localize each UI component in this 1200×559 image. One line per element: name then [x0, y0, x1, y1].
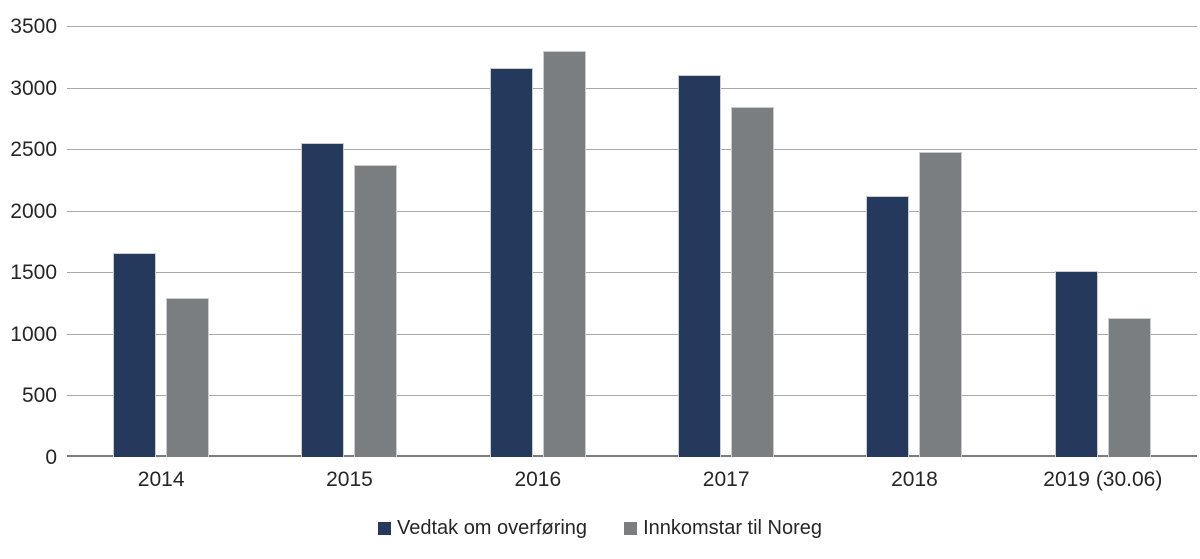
bar-group-2015: [255, 26, 443, 457]
legend-label: Vedtak om overføring: [396, 517, 588, 539]
x-tick-label: 2014: [137, 468, 185, 491]
plot-area: [67, 26, 1197, 457]
y-tick-label: 2000: [10, 199, 57, 223]
legend-item-vedtak-om-overf-ring: Vedtak om overføring: [377, 517, 588, 540]
x-tick-label: 2016: [514, 468, 562, 491]
bar-2017-vedtak-om-overf-ring: [678, 75, 722, 457]
legend: Vedtak om overføring Innkomstar til Noreg: [0, 517, 1200, 540]
gridline-3000: [67, 87, 1197, 89]
legend-swatch-icon: [624, 522, 638, 535]
gridline-2500: [67, 149, 1197, 151]
gridline-1000: [67, 333, 1197, 335]
y-tick-label: 2500: [10, 138, 57, 162]
gridline-1500: [67, 272, 1197, 274]
y-tick-label: 3500: [10, 15, 57, 38]
bar-2014-vedtak-om-overf-ring: [113, 253, 157, 457]
bar-2014-innkomstar-til-noreg: [166, 298, 210, 457]
bar-2018-innkomstar-til-noreg: [919, 152, 963, 457]
y-tick-label: 1500: [10, 261, 57, 285]
x-tick-label: 2015: [326, 468, 373, 491]
legend-label: Innkomstar til Noreg: [643, 517, 823, 539]
bar-group-2017: [632, 26, 820, 457]
bar-group-2014: [67, 26, 255, 457]
y-tick-label: 1000: [10, 322, 57, 346]
y-tick-label: 3000: [10, 76, 57, 100]
x-tick-label: 2017: [702, 468, 750, 491]
bar-group-2016: [444, 26, 632, 457]
gridline-3500: [67, 26, 1197, 27]
gridline-500: [67, 395, 1197, 397]
y-tick-label: 500: [21, 384, 57, 408]
legend-item-innkomstar-til-noreg: Innkomstar til Noreg: [624, 517, 822, 540]
legend-swatch-icon: [377, 522, 391, 535]
bar-2016-innkomstar-til-noreg: [542, 51, 586, 457]
bar-group-2019 (30.06): [1009, 26, 1197, 457]
gridline-2000: [67, 210, 1197, 212]
x-tick-label: 2018: [891, 468, 938, 491]
x-tick-label: 2019 (30.06): [1043, 468, 1163, 491]
bar-2019 (30.06)-vedtak-om-overf-ring: [1054, 271, 1098, 457]
bar-2018-vedtak-om-overf-ring: [866, 196, 910, 457]
y-tick-label: 0: [45, 446, 57, 469]
bar-2015-innkomstar-til-noreg: [354, 165, 398, 457]
bar-group-2018: [820, 26, 1008, 457]
gridline-0: [67, 455, 1197, 457]
bar-2016-vedtak-om-overf-ring: [489, 68, 533, 457]
bar-2015-vedtak-om-overf-ring: [301, 143, 345, 457]
bar-2019 (30.06)-innkomstar-til-noreg: [1107, 318, 1151, 457]
bar-2017-innkomstar-til-noreg: [731, 107, 775, 457]
